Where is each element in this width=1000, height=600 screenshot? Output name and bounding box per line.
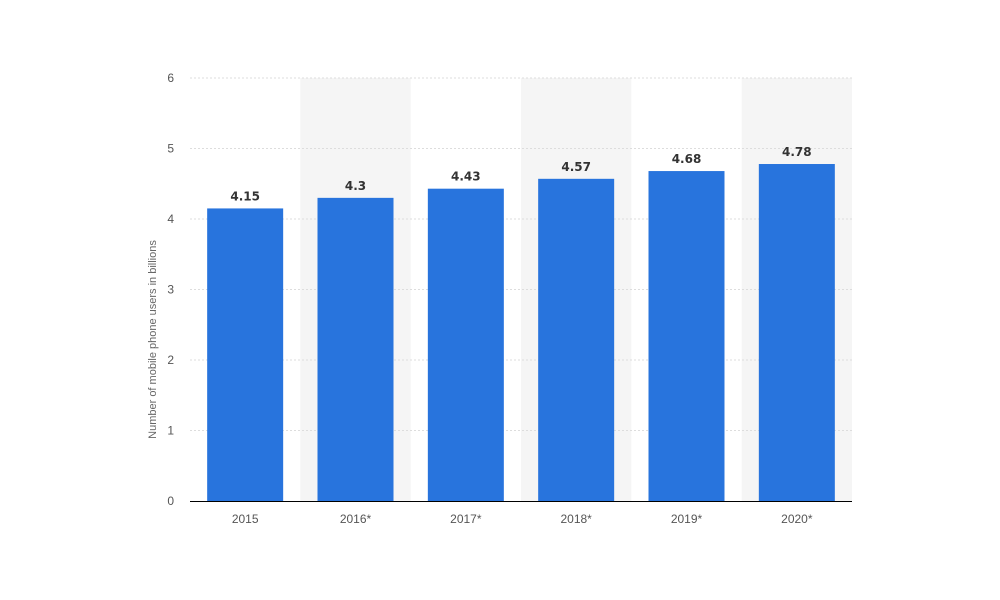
data-label: 4.15 [230,189,260,203]
data-label: 4.68 [672,152,702,166]
x-tick-label: 2015 [232,512,259,526]
bars [207,164,835,502]
bar [758,164,835,501]
bar [317,197,394,501]
y-tick-label: 6 [167,71,174,85]
y-axis-title: Number of mobile phone users in billions [147,240,159,439]
data-label: 4.57 [561,160,591,174]
y-tick-label: 1 [167,424,174,438]
x-axis-ticks: 2015 2016* 2017* 2018* 2019* 2020* [232,512,813,526]
x-tick-label: 2017* [450,512,482,526]
x-tick-label: 2016* [340,512,372,526]
data-label: 4.78 [782,145,812,159]
y-tick-label: 5 [167,142,174,156]
data-label: 4.3 [345,179,366,193]
data-label: 4.43 [451,170,481,184]
x-tick-label: 2020* [781,512,813,526]
bar [648,171,725,501]
y-tick-label: 3 [167,283,174,297]
y-axis-ticks: 0 1 2 3 4 5 6 [167,71,174,508]
y-tick-label: 0 [167,494,174,508]
bar [538,178,615,501]
x-tick-label: 2018* [560,512,592,526]
y-tick-label: 2 [167,353,174,367]
bar [207,208,284,502]
data-labels: 4.15 4.3 4.43 4.57 4.68 4.78 [230,145,811,203]
x-tick-label: 2019* [671,512,703,526]
y-tick-label: 4 [167,212,174,226]
bar [427,188,504,501]
